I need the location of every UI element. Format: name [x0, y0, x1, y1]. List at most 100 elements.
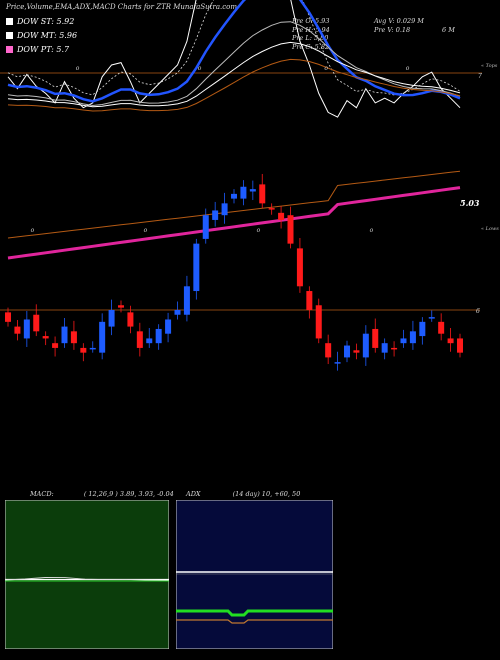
candle-body [438, 321, 445, 334]
candle-body [231, 193, 237, 199]
prev-stats-col3: 6 M [442, 25, 455, 34]
legend-swatch-pt [6, 46, 13, 53]
ema-blue-line [7, 0, 461, 103]
macd-params: ( 12,26,9 ) 3.89, 3.93, -0.04 [83, 490, 174, 498]
legend-label-st: DOW ST: 5.92 [17, 17, 75, 26]
legend-dow-pt: DOW PT: 5.7 [6, 45, 69, 54]
candle-body [409, 331, 416, 344]
pivot-marker-top: o [324, 65, 328, 72]
lows-tag: « Lows [481, 226, 499, 232]
candle-body [381, 343, 388, 353]
candle-body [212, 210, 219, 220]
candle-body [165, 319, 172, 334]
candle-body [61, 326, 68, 344]
candle-body [99, 321, 106, 353]
pre-high: Pre H: 5.94 [292, 25, 330, 34]
candle-body [296, 248, 303, 287]
pre-volume: Pre V: 0.18 [374, 25, 411, 34]
candle-body [221, 203, 228, 216]
macd-label: MACD: [30, 490, 54, 498]
support-pink-line [7, 186, 461, 260]
candle-body [5, 312, 11, 322]
prev-stats-col2: Avg V: 0.029 M Pre V: 0.18 [374, 17, 424, 34]
candle-body [306, 291, 313, 310]
ema-long-line [7, 41, 461, 108]
candle-body [457, 338, 463, 353]
candle-body [118, 305, 124, 308]
candle-body [14, 326, 21, 334]
axis-label-7: 7 [478, 73, 482, 80]
candle-body [89, 347, 96, 350]
ema-short-dashed-line [7, 0, 461, 96]
candle-body [249, 189, 256, 192]
candle-body [70, 331, 77, 344]
candle-body [391, 347, 398, 350]
candle-body [23, 319, 30, 339]
candle-body [315, 305, 322, 339]
pivot-marker-low: o [144, 227, 148, 234]
pre-low: Pre L: 5.80 [292, 34, 329, 43]
legend-label-pt: DOW PT: 5.7 [17, 45, 70, 54]
price-trace-line [7, 0, 461, 118]
candle-body [278, 212, 285, 220]
adx-minus-di-line [176, 609, 333, 617]
candle-body [202, 215, 209, 239]
candle-body [372, 328, 379, 348]
candle-body [146, 338, 153, 344]
candle-body [108, 310, 115, 327]
candle-body [353, 350, 360, 353]
candle-body [447, 338, 454, 344]
candle-body [136, 331, 143, 348]
candle-body [127, 312, 134, 327]
pre-open: Pre O: 5.93 [292, 17, 330, 25]
adx-line [176, 619, 333, 624]
candle-body [428, 317, 435, 319]
candle-body [400, 338, 407, 344]
macd-background [5, 500, 169, 649]
candle-body [193, 243, 200, 292]
macd-panel [5, 500, 169, 649]
legend-dow-st: DOW ST: 5.92 [6, 17, 74, 26]
candle-body [33, 314, 40, 332]
candle-body [334, 362, 341, 364]
candle-body [52, 343, 59, 348]
tops-tag: « Tops [481, 63, 498, 69]
candle-body [268, 208, 275, 210]
price-chart: 7 « Tops 6 « Lows 5.03 o o o o o o o o [0, 0, 499, 371]
adx-label: ADX [186, 490, 201, 498]
pivot-marker-top: o [198, 65, 202, 72]
last-price-label: 5.03 [460, 198, 480, 208]
pivot-marker-low: o [370, 227, 374, 234]
candle-body [419, 321, 426, 337]
chart-title: Price,Volume,EMA,ADX,MACD Charts for ZTR… [6, 3, 237, 11]
candle-body [325, 343, 332, 358]
candle-body [344, 345, 350, 358]
ema-medium-line [7, 21, 461, 107]
pivot-marker-low: o [31, 227, 35, 234]
avg-volume: Avg V: 0.029 M [374, 17, 424, 25]
candle-body [287, 215, 294, 244]
candle-body [240, 186, 247, 199]
candle-body [183, 286, 190, 315]
pivot-marker-low: o [257, 227, 261, 234]
ema-orange-line [7, 58, 461, 112]
legend-swatch-st [6, 18, 13, 25]
candle-body [362, 333, 369, 358]
legend-dow-mt: DOW MT: 5.96 [6, 31, 77, 40]
axis-label-6: 6 [476, 308, 480, 315]
adx-background [176, 500, 333, 649]
macd-line [5, 577, 169, 581]
adx-title: ADX (14 day) 10, +60, 50 [186, 490, 300, 498]
adx-panel [176, 500, 333, 649]
legend-swatch-mt [6, 32, 13, 39]
candle-body [80, 347, 87, 353]
pivot-marker-top: o [76, 65, 80, 72]
band-orange-line [7, 170, 461, 239]
candle-body [259, 184, 266, 204]
candle-body [42, 336, 49, 339]
legend-label-mt: DOW MT: 5.96 [17, 31, 78, 40]
pivot-marker-top: o [406, 65, 410, 72]
macd-title: MACD: ( 12,26,9 ) 3.89, 3.93, -0.04 [30, 490, 174, 498]
candle-body [155, 328, 162, 344]
adx-params: (14 day) 10, +60, 50 [232, 490, 301, 498]
